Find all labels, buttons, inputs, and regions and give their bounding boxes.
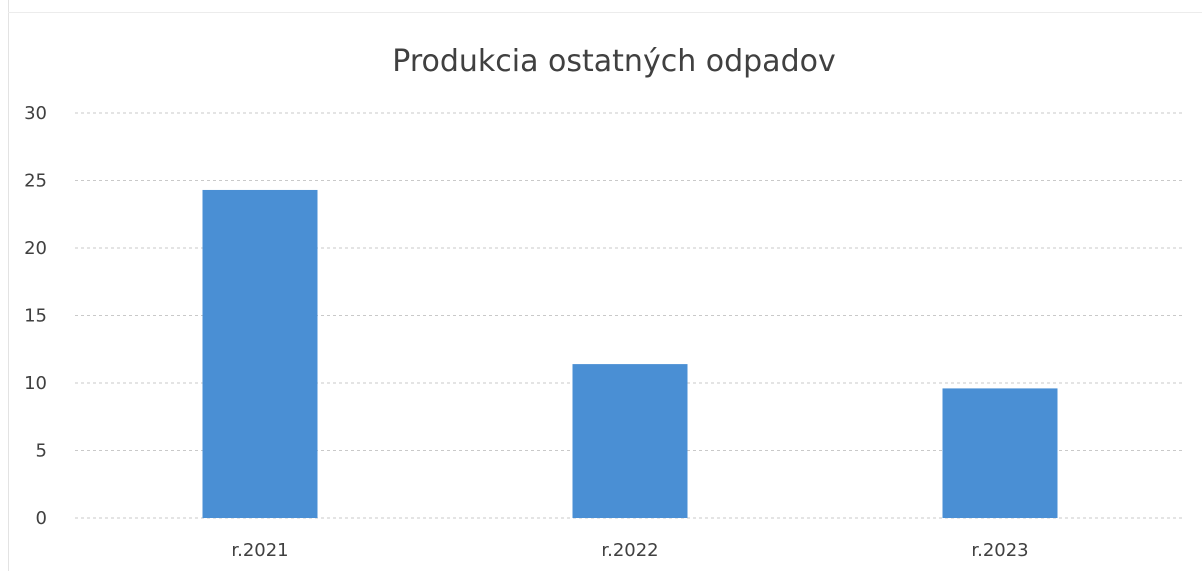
chart-frame-top-border <box>8 12 1202 13</box>
x-axis-tick-labels: r.2021 r.2022 r.2023 <box>231 540 1028 561</box>
bar-r.2021 <box>202 189 318 518</box>
y-tick-label: 10 <box>24 373 47 394</box>
y-axis-tick-labels: 0 5 10 15 20 25 30 <box>24 103 47 529</box>
y-tick-label: 0 <box>36 508 47 529</box>
bars <box>202 189 1058 518</box>
y-tick-label: 20 <box>24 238 47 259</box>
x-tick-label: r.2021 <box>231 540 288 561</box>
y-tick-label: 5 <box>36 441 47 462</box>
x-tick-label: r.2023 <box>971 540 1028 561</box>
chart-frame-left-border <box>8 0 9 571</box>
y-tick-label: 30 <box>24 103 47 124</box>
chart-title: Produkcia ostatných odpadov <box>392 44 835 79</box>
bar-r.2022 <box>572 364 688 518</box>
y-tick-label: 25 <box>24 171 47 192</box>
bar-r.2023 <box>942 388 1058 518</box>
x-tick-label: r.2022 <box>601 540 658 561</box>
y-tick-label: 15 <box>24 306 47 327</box>
